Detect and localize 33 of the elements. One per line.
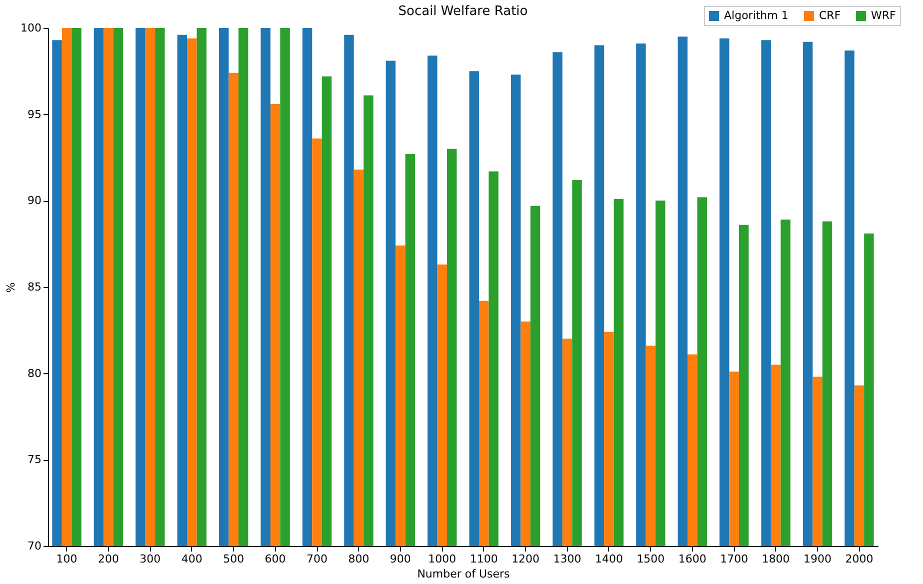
x-axis-title: Number of Users: [417, 568, 510, 580]
x-tick-label: 400: [181, 552, 202, 566]
x-tick-label: 600: [264, 552, 286, 566]
x-tick-label: 1700: [720, 552, 748, 566]
x-tick-label: 1400: [594, 552, 623, 566]
x-tick-label: 1200: [512, 552, 540, 566]
x-tick-label: 100: [56, 552, 78, 566]
y-tick-label: 80: [28, 366, 42, 380]
x-tick-label: 1900: [804, 552, 832, 566]
x-tick-label: 1100: [470, 552, 498, 566]
legend-label: Algorithm 1: [724, 9, 788, 22]
y-tick-label: 85: [28, 280, 42, 294]
x-tick-label: 2000: [845, 552, 874, 566]
x-tick-label: 1500: [636, 552, 665, 566]
y-axis-title: %: [4, 282, 18, 293]
x-tick-label: 1800: [762, 552, 790, 566]
x-tick-label: 1600: [678, 552, 706, 566]
x-tick-label: 700: [306, 552, 328, 566]
y-tick-label: 75: [28, 453, 42, 466]
x-tick-label: 800: [348, 552, 370, 566]
legend-label: WRF: [871, 9, 896, 22]
x-tick-label: 500: [223, 552, 244, 566]
x-tick-label: 1300: [553, 552, 582, 566]
x-tick-label: 900: [390, 552, 411, 566]
x-tick-label: 200: [98, 552, 119, 566]
y-tick-label: 100: [20, 22, 42, 34]
legend-label: CRF: [819, 9, 841, 22]
y-tick-label: 95: [28, 108, 42, 121]
y-tick-label: 70: [28, 540, 42, 552]
x-tick-label: 300: [140, 552, 161, 566]
chart-title: Socail Welfare Ratio: [398, 4, 528, 19]
y-tick-label: 90: [28, 194, 42, 208]
x-tick-label: 1000: [428, 552, 456, 566]
